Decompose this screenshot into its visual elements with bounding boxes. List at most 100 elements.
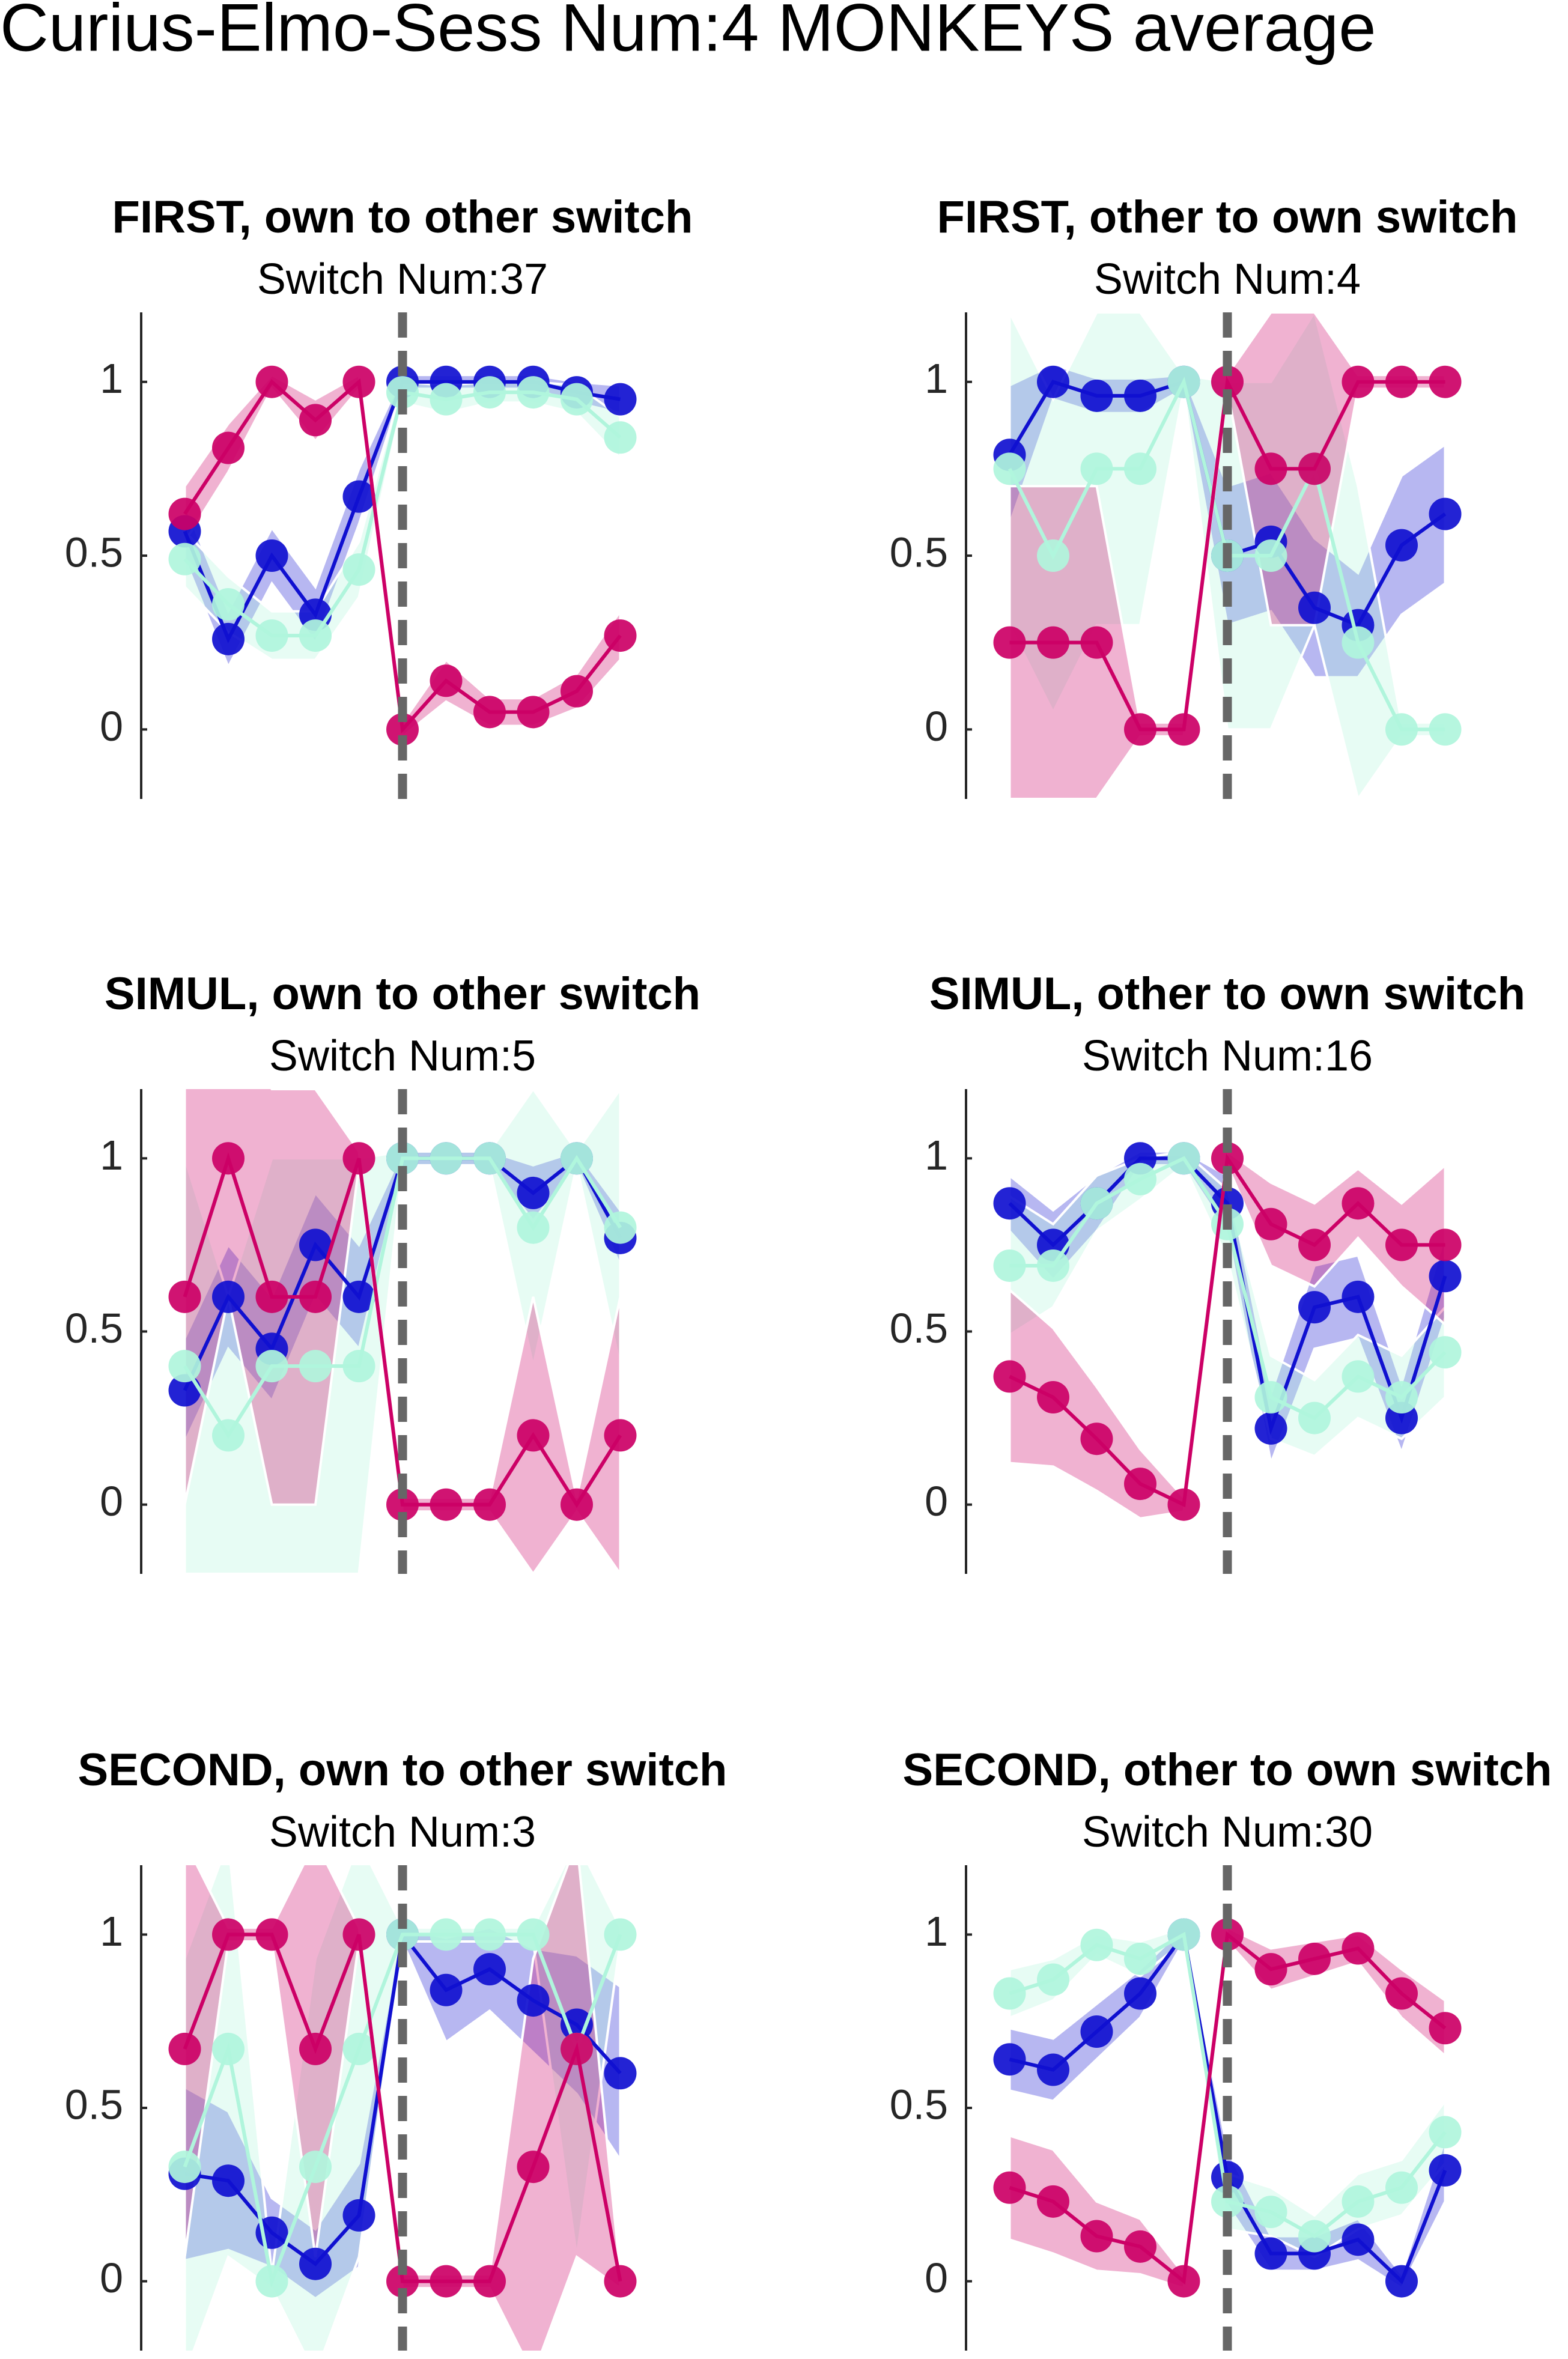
data-point — [1167, 1142, 1200, 1175]
data-point — [1037, 626, 1069, 659]
data-point — [1385, 529, 1418, 562]
data-point — [561, 1488, 593, 1521]
data-point — [1080, 2015, 1113, 2048]
data-point — [993, 1187, 1026, 1220]
data-point — [1167, 1488, 1200, 1521]
y-tick-label: 1 — [925, 1132, 948, 1179]
data-point — [1254, 2196, 1287, 2229]
data-point — [561, 675, 593, 708]
data-point — [212, 1419, 245, 1452]
data-point — [386, 1142, 419, 1175]
data-point — [342, 2199, 375, 2232]
data-point — [1298, 452, 1331, 485]
y-tick-label: 1 — [100, 355, 123, 402]
data-point — [1080, 626, 1113, 659]
data-point — [430, 2265, 463, 2298]
data-point — [255, 2265, 288, 2298]
data-point — [993, 2043, 1026, 2076]
y-tick-label: 0.5 — [65, 2081, 123, 2128]
plot-area — [168, 1865, 637, 2351]
data-point — [299, 2151, 332, 2184]
data-point — [1080, 1422, 1113, 1456]
data-point — [342, 1350, 375, 1383]
data-point — [993, 1977, 1026, 2010]
data-point — [473, 2265, 506, 2298]
data-point — [430, 1918, 463, 1951]
data-point — [1124, 2230, 1156, 2263]
data-point — [1254, 2237, 1287, 2270]
data-point — [993, 1360, 1026, 1393]
data-point — [1298, 1228, 1331, 1261]
data-point — [517, 376, 550, 409]
y-tick-label: 0 — [925, 1478, 948, 1525]
data-point — [255, 1280, 288, 1313]
data-point — [1429, 2154, 1462, 2187]
data-point — [255, 365, 288, 398]
y-tick-label: 1 — [100, 1908, 123, 1955]
data-point — [1342, 1360, 1375, 1393]
data-point — [1429, 1260, 1462, 1293]
error-band — [183, 1926, 622, 2300]
data-point — [993, 626, 1026, 659]
data-point — [1080, 379, 1113, 412]
data-point — [212, 1280, 245, 1313]
data-point — [1124, 1977, 1156, 2010]
y-tick-label: 1 — [100, 1132, 123, 1179]
data-point — [604, 1419, 637, 1452]
data-point — [342, 2032, 375, 2065]
error-band — [183, 1089, 622, 1574]
y-tick-label: 0.5 — [65, 1305, 123, 1352]
data-point — [473, 376, 506, 409]
data-point — [517, 2151, 550, 2184]
data-point — [1211, 1142, 1244, 1175]
data-point — [255, 619, 288, 652]
data-point — [168, 1280, 201, 1313]
data-point — [386, 1488, 419, 1521]
data-point — [1167, 2265, 1200, 2298]
data-point — [1342, 1280, 1375, 1313]
data-point — [1254, 1953, 1287, 1986]
subplot-title: SECOND, other to own switch — [903, 1744, 1552, 1796]
data-point — [1254, 1381, 1287, 1414]
data-point — [561, 2008, 593, 2041]
data-point — [1037, 1963, 1069, 1996]
y-tick-label: 1 — [925, 355, 948, 402]
data-point — [168, 497, 201, 530]
data-point — [1429, 1228, 1462, 1261]
data-point — [1298, 1291, 1331, 1324]
data-point — [430, 1488, 463, 1521]
data-point — [430, 1142, 463, 1175]
y-tick-label: 0 — [925, 2254, 948, 2301]
data-point — [1254, 1412, 1287, 1445]
subplot-subtitle: Switch Num:5 — [269, 1032, 536, 1080]
data-point — [1124, 713, 1156, 746]
data-point — [604, 619, 637, 652]
data-point — [342, 1142, 375, 1175]
data-point — [473, 696, 506, 729]
data-point — [168, 2151, 201, 2184]
data-point — [1124, 452, 1156, 485]
data-point — [1167, 713, 1200, 746]
data-point — [517, 696, 550, 729]
data-point — [561, 1142, 593, 1175]
data-point — [1342, 1932, 1375, 1965]
data-point — [1124, 1162, 1156, 1195]
plot-area — [993, 312, 1462, 799]
data-point — [604, 2265, 637, 2298]
plot-area — [993, 1089, 1462, 1574]
data-point — [255, 1918, 288, 1951]
data-point — [1385, 713, 1418, 746]
data-point — [517, 1918, 550, 1951]
data-point — [212, 1142, 245, 1175]
data-point — [1298, 1942, 1331, 1975]
data-point — [517, 1984, 550, 2017]
data-point — [430, 664, 463, 697]
data-point — [1385, 2171, 1418, 2204]
data-point — [342, 480, 375, 513]
plot-area — [993, 1865, 1462, 2351]
data-point — [517, 1419, 550, 1452]
data-point — [212, 588, 245, 621]
data-point — [1342, 626, 1375, 659]
